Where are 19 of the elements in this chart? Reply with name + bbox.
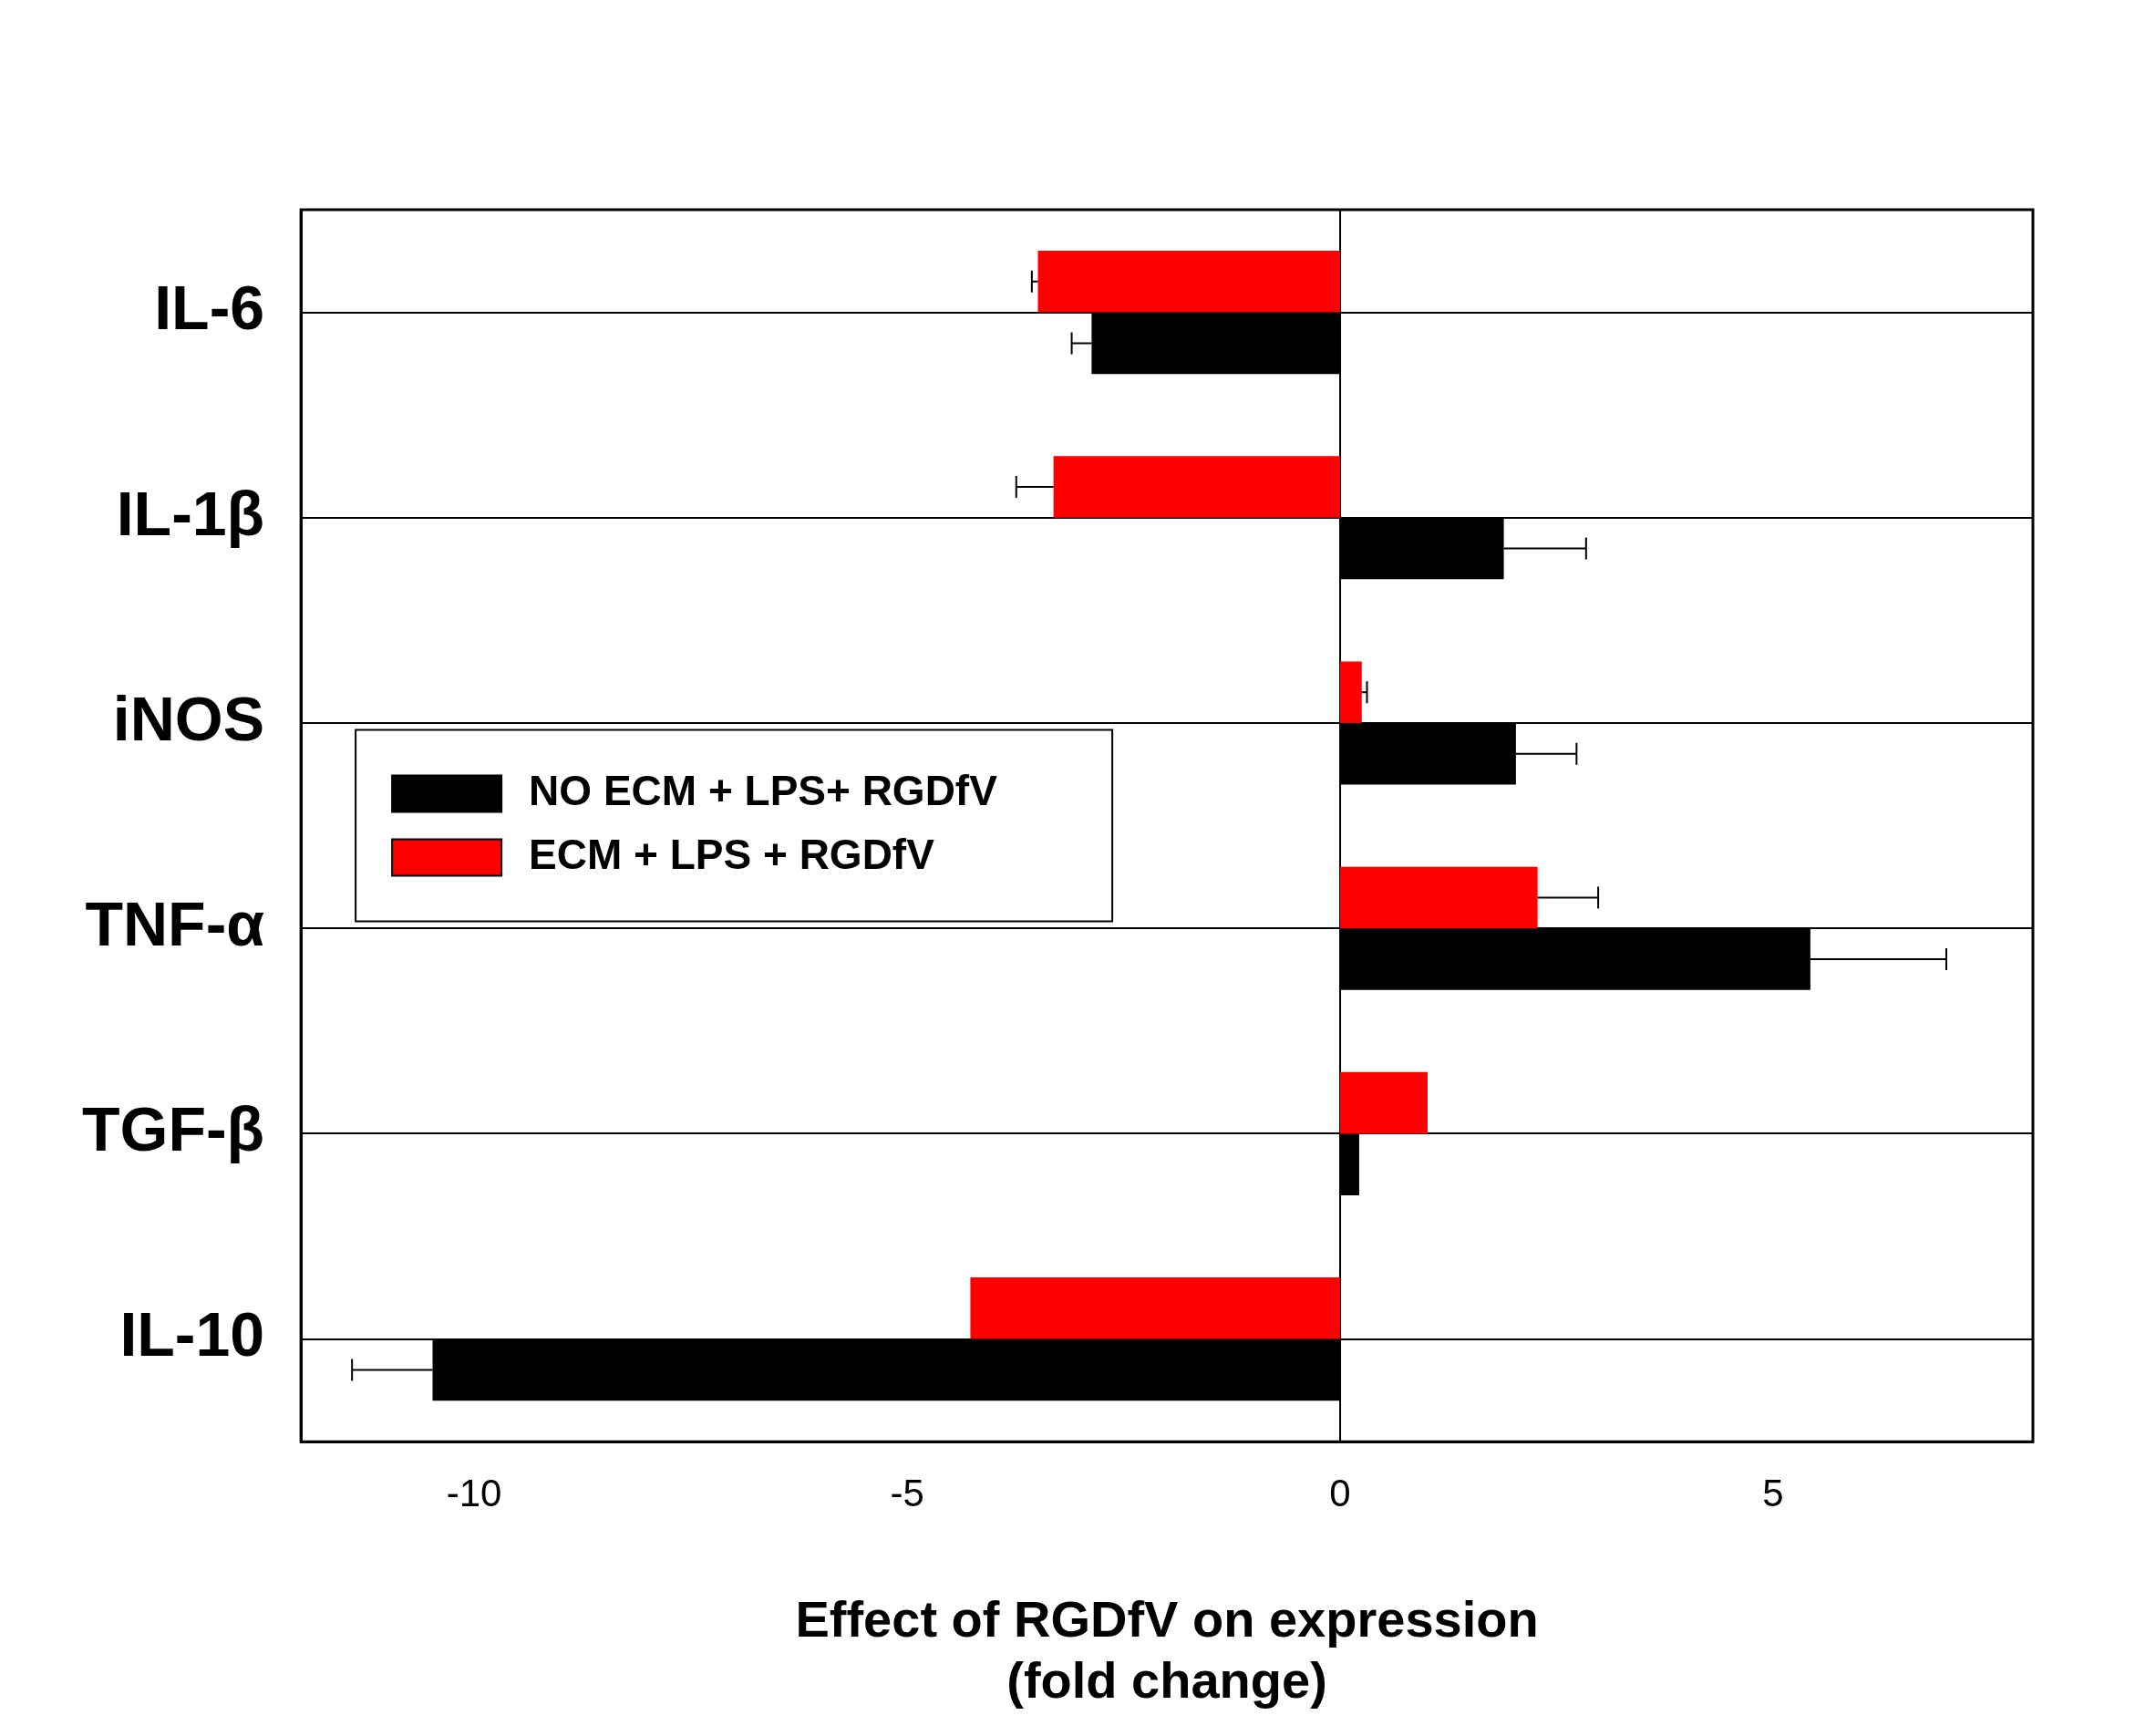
y-tick-label: iNOS — [112, 683, 265, 753]
legend-label: NO ECM + LPS+ RGDfV — [529, 767, 998, 815]
y-tick-label: IL-10 — [119, 1299, 265, 1369]
bar — [1340, 866, 1538, 929]
x-tick-label: 5 — [1762, 1471, 1784, 1514]
bar — [1053, 456, 1341, 518]
legend-label: ECM + LPS + RGDfV — [529, 831, 935, 879]
bar — [1340, 1071, 1428, 1134]
bar — [1340, 661, 1362, 723]
x-tick-label: 0 — [1329, 1471, 1351, 1514]
bar — [1037, 251, 1341, 313]
bar — [970, 1277, 1341, 1339]
x-tick-label: -10 — [446, 1471, 502, 1514]
y-tick-label: TGF-β — [81, 1094, 265, 1164]
y-tick-label: TNF-α — [85, 888, 265, 958]
y-tick-label: IL-1β — [116, 478, 265, 548]
x-tick-label: -5 — [890, 1471, 924, 1514]
x-axis-title: Effect of RGDfV on expression (fold change) — [795, 1589, 1539, 1709]
y-tick-label: IL-6 — [154, 273, 265, 343]
